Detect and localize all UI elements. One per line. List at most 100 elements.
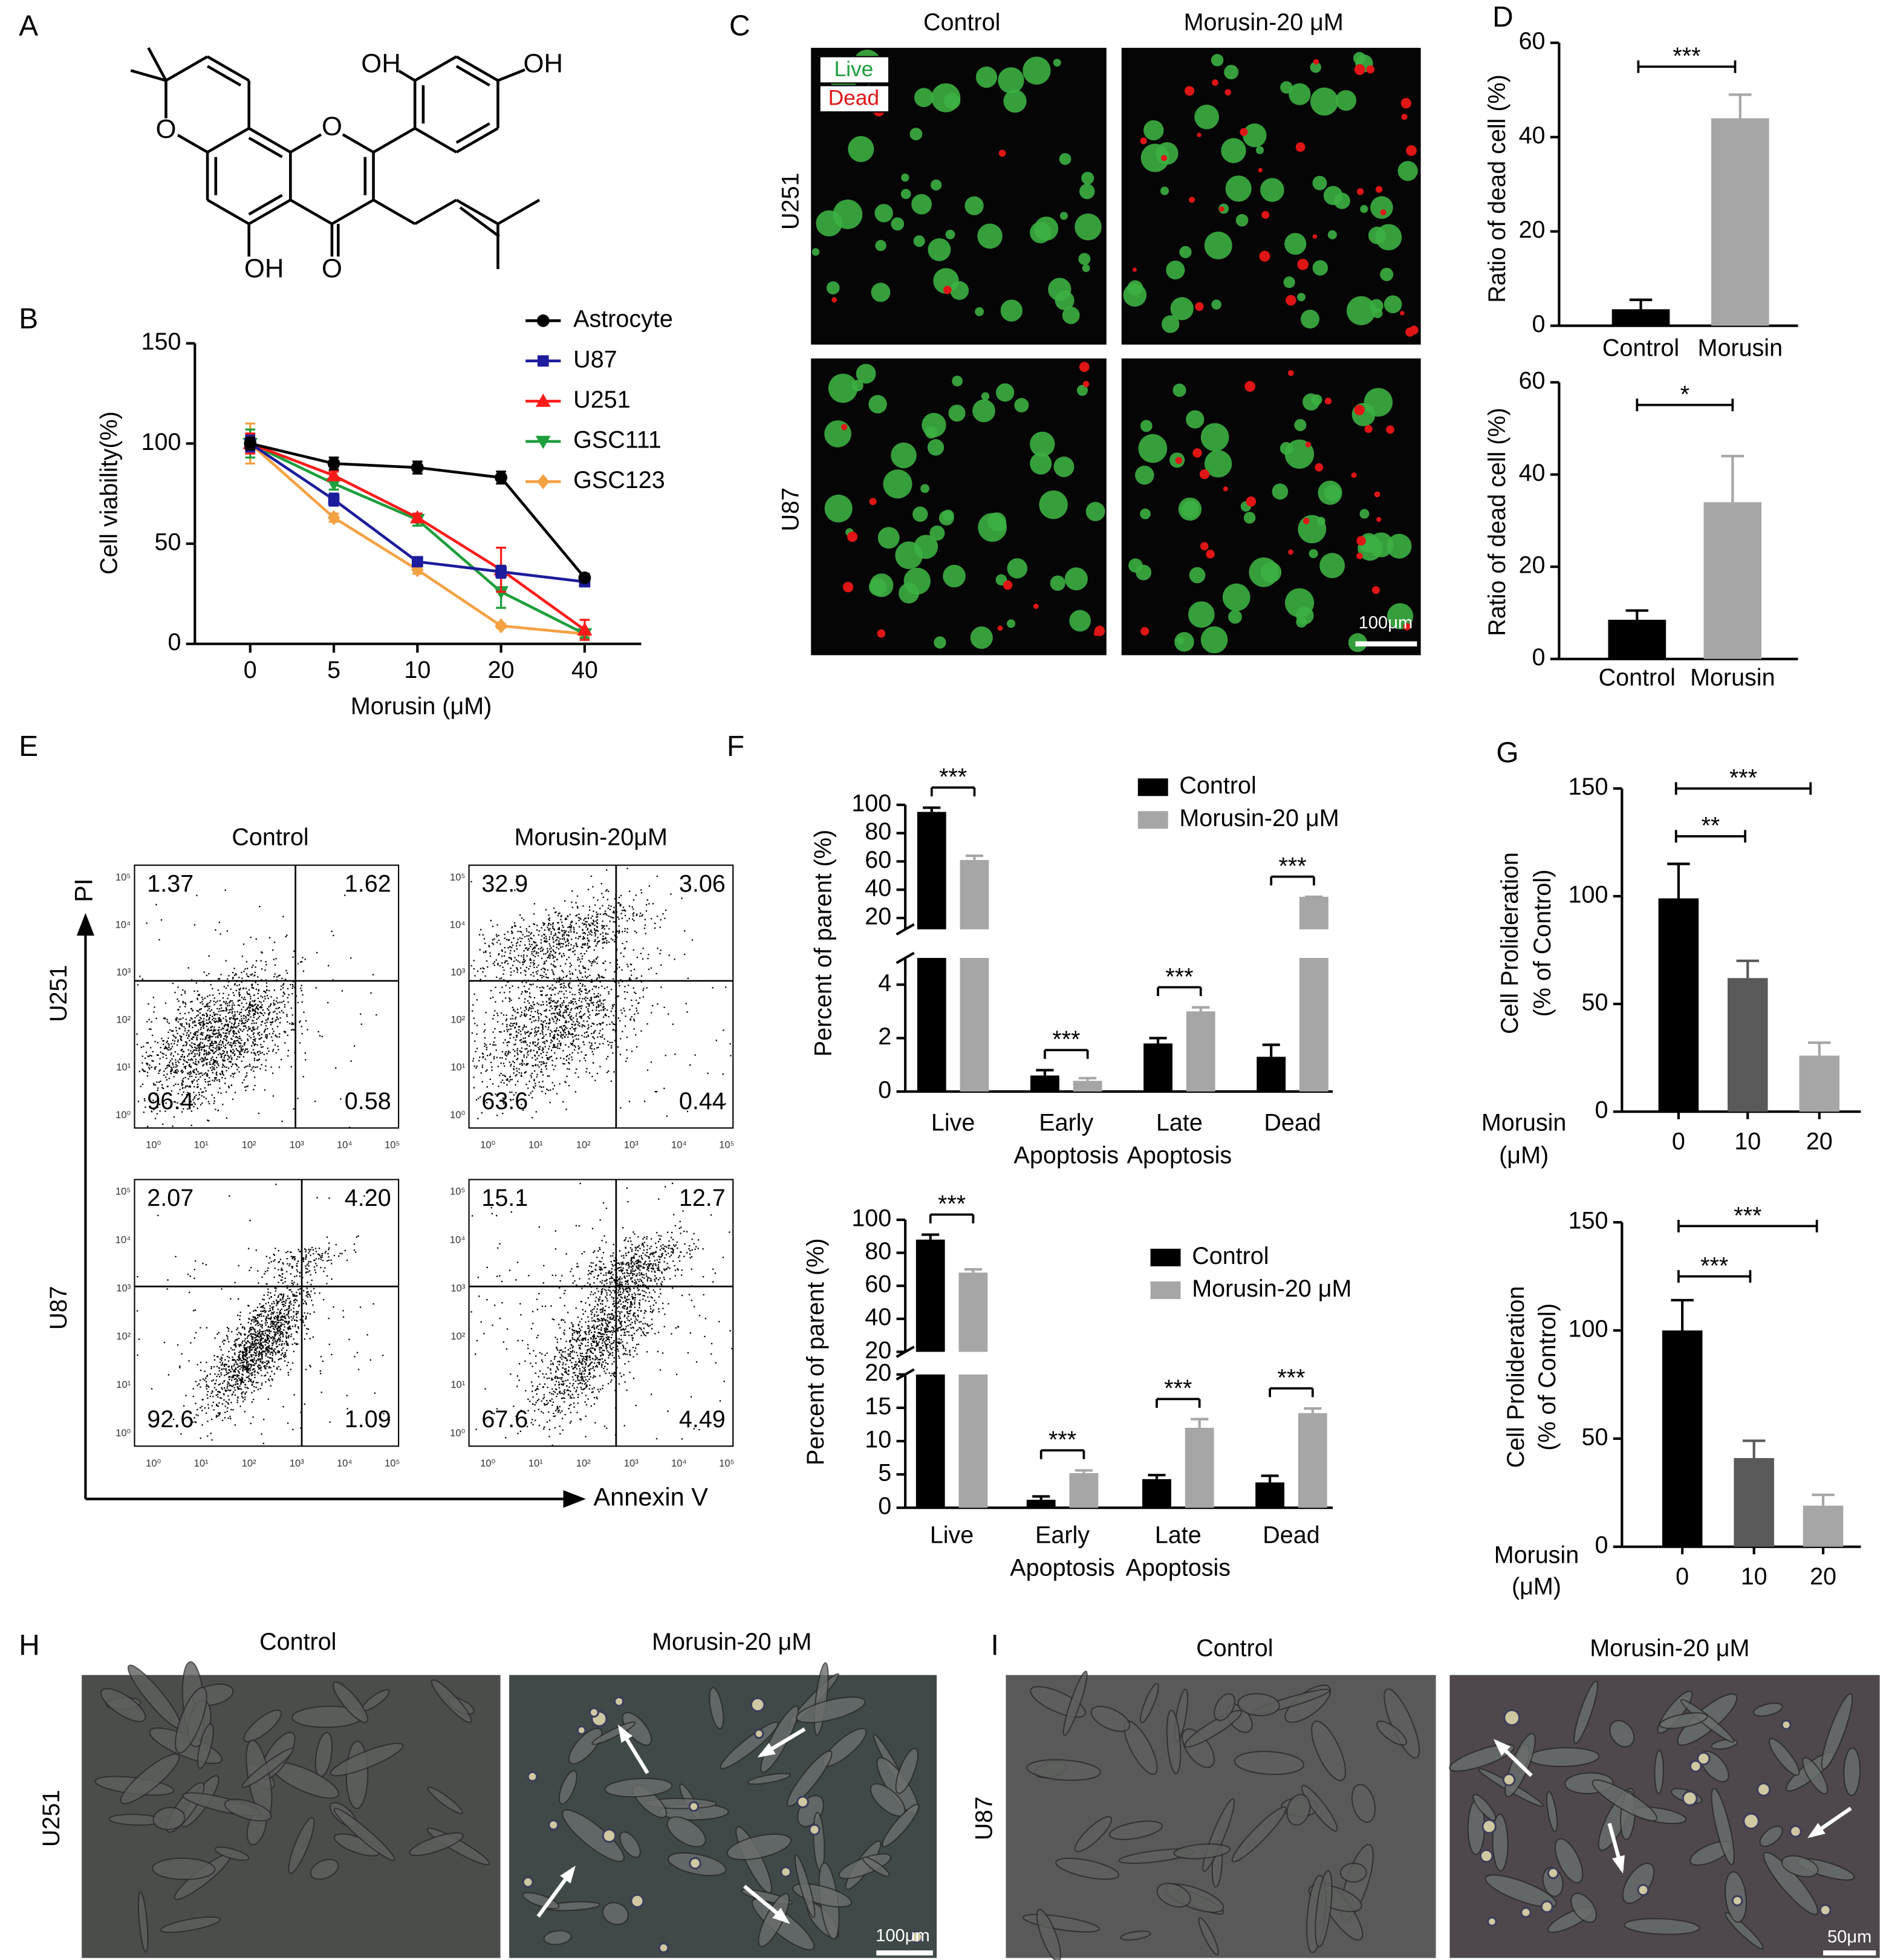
event-dot xyxy=(188,1086,190,1088)
event-dot xyxy=(553,1046,556,1048)
quadrant-value: 1.37 xyxy=(147,870,193,897)
event-dot xyxy=(252,1020,254,1022)
event-dot xyxy=(288,1308,290,1310)
event-dot xyxy=(542,1047,544,1049)
event-dot xyxy=(278,1337,280,1340)
event-dot xyxy=(603,913,606,914)
event-dot xyxy=(247,1376,249,1378)
event-dot xyxy=(234,1011,236,1013)
event-dot xyxy=(513,1061,515,1064)
event-dot xyxy=(158,1063,161,1065)
event-dot xyxy=(225,960,227,962)
event-dot xyxy=(585,1000,587,1001)
event-dot xyxy=(518,954,519,957)
flow-tick-label: 10⁵ xyxy=(115,871,131,883)
event-dot xyxy=(267,1027,268,1030)
event-dot xyxy=(207,1037,209,1039)
event-dot xyxy=(284,1304,286,1307)
event-dot xyxy=(577,985,579,986)
event-dot xyxy=(636,932,637,934)
event-dot xyxy=(562,946,564,948)
event-dot xyxy=(605,969,606,971)
event-dot xyxy=(624,998,626,1000)
event-dot xyxy=(252,1005,254,1008)
event-dot xyxy=(282,984,284,986)
event-dot xyxy=(597,1046,599,1049)
event-dot xyxy=(305,1268,307,1269)
event-dot xyxy=(257,1051,259,1053)
event-dot xyxy=(278,1301,279,1303)
event-dot xyxy=(277,1332,279,1335)
event-dot xyxy=(518,1032,519,1034)
quadrant-value: 0.58 xyxy=(345,1088,391,1115)
event-dot xyxy=(195,1049,198,1052)
atom-background xyxy=(319,116,345,141)
event-dot xyxy=(271,1378,273,1380)
event-dot xyxy=(265,986,268,988)
event-dot xyxy=(585,950,588,952)
event-dot xyxy=(572,951,574,952)
dead-cell xyxy=(1380,209,1387,216)
event-dot xyxy=(212,1396,214,1398)
event-dot xyxy=(275,1341,277,1343)
event-dot xyxy=(163,1053,165,1055)
event-dot xyxy=(583,1020,585,1022)
event-dot xyxy=(164,1047,166,1049)
event-dot xyxy=(233,968,235,969)
event-dot xyxy=(596,1007,597,1009)
event-dot xyxy=(203,1060,205,1061)
event-dot xyxy=(195,1034,197,1036)
event-dot xyxy=(589,974,591,976)
event-dot xyxy=(209,1102,210,1105)
event-dot xyxy=(259,1332,261,1333)
event-dot xyxy=(579,1025,580,1027)
event-dot xyxy=(549,1035,551,1037)
event-dot xyxy=(192,1009,193,1011)
event-dot xyxy=(545,1023,548,1024)
event-dot xyxy=(639,912,642,914)
event-dot xyxy=(218,1017,221,1019)
event-dot xyxy=(290,1303,292,1305)
event-dot xyxy=(152,1060,154,1062)
event-dot xyxy=(506,1041,508,1044)
event-dot xyxy=(599,940,600,942)
event-dot xyxy=(633,1018,635,1020)
event-dot xyxy=(623,1010,625,1012)
event-dot xyxy=(474,1023,476,1024)
event-dot xyxy=(567,939,569,942)
event-dot xyxy=(519,967,522,969)
event-dot xyxy=(528,931,530,933)
event-dot xyxy=(564,1011,565,1013)
event-dot xyxy=(244,1043,246,1044)
event-dot xyxy=(642,996,644,998)
event-dot xyxy=(177,1060,179,1062)
event-dot xyxy=(242,1397,244,1399)
event-dot xyxy=(722,1073,724,1075)
event-dot xyxy=(272,1095,275,1097)
event-dot xyxy=(302,1315,304,1317)
event-dot xyxy=(496,924,498,926)
event-dot xyxy=(219,1018,221,1020)
event-dot xyxy=(235,1064,237,1066)
event-dot xyxy=(226,1410,228,1412)
event-dot xyxy=(139,975,141,977)
event-dot xyxy=(508,1029,510,1030)
event-dot xyxy=(209,1061,210,1063)
event-dot xyxy=(240,1323,242,1326)
event-dot xyxy=(514,1050,516,1052)
event-dot xyxy=(360,1013,362,1015)
event-dot xyxy=(254,1329,256,1330)
event-dot xyxy=(203,1046,205,1049)
event-dot xyxy=(596,957,597,959)
event-dot xyxy=(273,1331,275,1333)
event-dot xyxy=(559,977,561,978)
event-dot xyxy=(197,998,199,1000)
event-dot xyxy=(304,1338,306,1340)
event-dot xyxy=(152,997,154,998)
event-dot xyxy=(595,1009,597,1011)
event-dot xyxy=(253,1380,255,1382)
event-dot xyxy=(686,1110,689,1113)
event-dot xyxy=(185,1018,187,1020)
event-dot xyxy=(516,1008,519,1011)
event-dot xyxy=(152,1050,154,1053)
